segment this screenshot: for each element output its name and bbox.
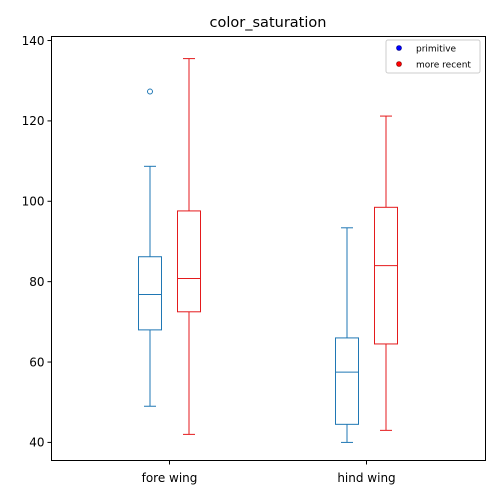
box-body xyxy=(335,337,359,425)
box-primitive-1 xyxy=(335,227,359,443)
box-more-recent-0 xyxy=(177,58,201,435)
x-tick-label: hind wing xyxy=(337,471,395,485)
box-more-recent-1 xyxy=(374,115,398,431)
y-tick-label: 120 xyxy=(22,114,45,128)
outlier-point xyxy=(147,88,153,95)
legend-box xyxy=(385,39,481,74)
chart-title: color_saturation xyxy=(210,15,327,31)
plot-area-frame xyxy=(51,36,486,461)
axis-ticks: 40 60 80 100 120 140 fore wing hind wing xyxy=(22,34,396,485)
box-primitive-0 xyxy=(138,88,162,407)
legend-label-more-recent: more recent xyxy=(416,61,471,71)
y-tick-label: 140 xyxy=(22,34,45,48)
box-body xyxy=(374,206,398,345)
box-groups xyxy=(138,58,398,443)
y-tick-label: 100 xyxy=(22,195,45,209)
legend-marker-primitive xyxy=(396,45,402,51)
box-body xyxy=(138,256,162,331)
y-tick-label: 40 xyxy=(29,436,44,450)
y-tick-label: 60 xyxy=(29,355,44,369)
y-tick-label: 80 xyxy=(29,275,44,289)
legend: primitive more recent xyxy=(385,39,481,74)
legend-marker-more-recent xyxy=(396,61,402,67)
box-body xyxy=(177,210,201,313)
legend-label-primitive: primitive xyxy=(416,45,457,55)
x-tick-label: fore wing xyxy=(142,471,198,485)
